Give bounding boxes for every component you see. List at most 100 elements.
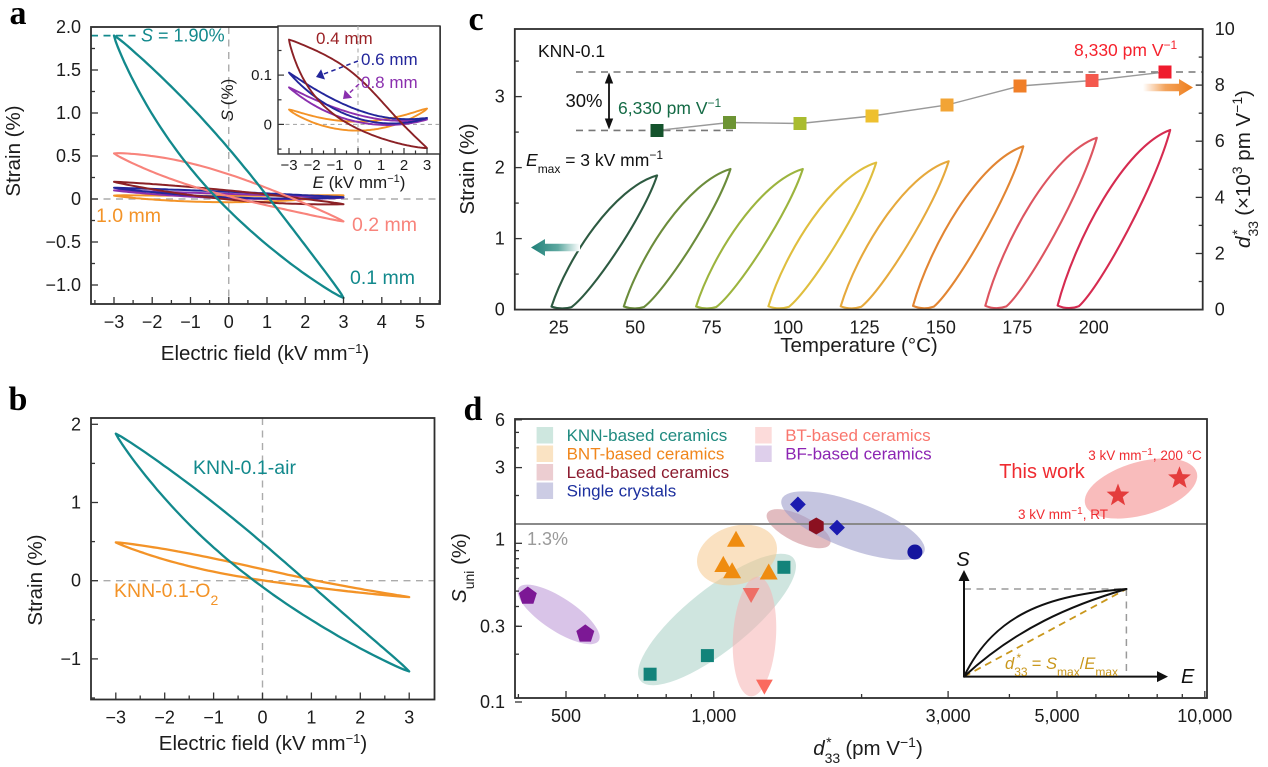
svg-text:Temperature (°C): Temperature (°C) xyxy=(780,334,937,357)
svg-text:2.0: 2.0 xyxy=(56,17,81,37)
svg-text:5,000: 5,000 xyxy=(1034,706,1079,726)
svg-text:KNN-based ceramics: KNN-based ceramics xyxy=(567,426,728,445)
svg-text:S: S xyxy=(956,549,970,571)
svg-text:200: 200 xyxy=(1079,318,1109,338)
svg-text:−2: −2 xyxy=(303,157,320,174)
svg-text:c: c xyxy=(468,1,483,38)
svg-text:100: 100 xyxy=(773,318,803,338)
svg-text:S = 1.90%: S = 1.90% xyxy=(141,26,225,46)
svg-text:4: 4 xyxy=(1215,187,1225,207)
svg-text:0.5: 0.5 xyxy=(56,146,81,166)
svg-text:KNN-0.1: KNN-0.1 xyxy=(538,41,605,61)
svg-text:0.3: 0.3 xyxy=(480,616,505,636)
svg-text:1: 1 xyxy=(262,312,272,332)
svg-text:BF-based ceramics: BF-based ceramics xyxy=(785,445,931,464)
svg-text:−2: −2 xyxy=(154,708,175,728)
svg-text:S (%): S (%) xyxy=(218,79,237,122)
svg-text:3: 3 xyxy=(423,157,431,174)
svg-text:6: 6 xyxy=(1215,131,1225,151)
svg-text:0: 0 xyxy=(495,300,505,320)
svg-text:3: 3 xyxy=(495,87,505,107)
svg-text:−1: −1 xyxy=(60,649,81,669)
svg-text:0: 0 xyxy=(224,312,234,332)
svg-text:50: 50 xyxy=(625,318,645,338)
svg-text:0: 0 xyxy=(71,571,81,591)
svg-text:75: 75 xyxy=(702,318,722,338)
svg-text:0.8 mm: 0.8 mm xyxy=(361,73,418,92)
svg-text:0.1: 0.1 xyxy=(480,692,505,712)
svg-text:3 kV mm−1, 200 °C: 3 kV mm−1, 200 °C xyxy=(1088,447,1202,464)
svg-text:8: 8 xyxy=(1215,75,1225,95)
svg-text:0: 0 xyxy=(264,116,272,133)
svg-text:3 kV mm−1, RT: 3 kV mm−1, RT xyxy=(1018,506,1108,523)
svg-text:30%: 30% xyxy=(565,90,602,111)
svg-text:2: 2 xyxy=(71,414,81,434)
svg-text:−3: −3 xyxy=(104,312,125,332)
svg-text:1: 1 xyxy=(306,708,316,728)
svg-text:b: b xyxy=(9,381,28,418)
svg-text:Single crystals: Single crystals xyxy=(567,482,677,501)
svg-text:−1.0: −1.0 xyxy=(45,275,81,295)
svg-text:−1: −1 xyxy=(326,157,343,174)
svg-text:1,000: 1,000 xyxy=(691,706,736,726)
svg-text:1: 1 xyxy=(71,493,81,513)
svg-text:0.1: 0.1 xyxy=(251,67,272,84)
svg-text:0: 0 xyxy=(1215,300,1225,320)
svg-text:125: 125 xyxy=(849,318,879,338)
svg-text:1.3%: 1.3% xyxy=(527,529,568,549)
svg-text:3: 3 xyxy=(495,458,505,478)
svg-text:BT-based ceramics: BT-based ceramics xyxy=(785,426,931,445)
svg-text:0.2 mm: 0.2 mm xyxy=(352,214,417,236)
svg-text:10: 10 xyxy=(1215,19,1235,39)
svg-text:3: 3 xyxy=(338,312,348,332)
svg-text:0.4 mm: 0.4 mm xyxy=(316,29,373,48)
svg-text:−3: −3 xyxy=(106,708,127,728)
svg-text:0.1 mm: 0.1 mm xyxy=(350,267,415,289)
svg-text:3,000: 3,000 xyxy=(926,706,971,726)
svg-text:175: 175 xyxy=(1002,318,1032,338)
svg-text:10,000: 10,000 xyxy=(1177,706,1232,726)
svg-text:3: 3 xyxy=(404,708,414,728)
svg-text:d: d xyxy=(464,391,483,428)
svg-text:E (kV mm−1): E (kV mm−1) xyxy=(313,173,406,192)
svg-text:Strain (%): Strain (%) xyxy=(24,534,47,625)
svg-text:6: 6 xyxy=(495,410,505,430)
svg-text:−1: −1 xyxy=(180,312,201,332)
svg-text:Electric field (kV mm−1): Electric field (kV mm−1) xyxy=(159,731,367,756)
svg-text:2: 2 xyxy=(300,312,310,332)
svg-text:Strain (%): Strain (%) xyxy=(2,105,25,196)
svg-text:0: 0 xyxy=(354,157,362,174)
svg-text:1: 1 xyxy=(495,529,505,549)
svg-text:−3: −3 xyxy=(280,157,297,174)
svg-text:0: 0 xyxy=(257,708,267,728)
svg-text:150: 150 xyxy=(926,318,956,338)
svg-text:Strain (%): Strain (%) xyxy=(456,123,479,214)
svg-text:4: 4 xyxy=(377,312,387,332)
svg-text:5: 5 xyxy=(415,312,425,332)
svg-text:1: 1 xyxy=(495,229,505,249)
svg-text:Lead-based ceramics: Lead-based ceramics xyxy=(567,463,730,482)
svg-text:1.0 mm: 1.0 mm xyxy=(96,205,161,227)
svg-text:0.6 mm: 0.6 mm xyxy=(361,50,418,69)
svg-text:2: 2 xyxy=(400,157,408,174)
svg-text:−2: −2 xyxy=(142,312,163,332)
svg-text:−0.5: −0.5 xyxy=(45,232,81,252)
svg-text:2: 2 xyxy=(355,708,365,728)
svg-text:1: 1 xyxy=(377,157,385,174)
svg-text:8,330 pm V−1: 8,330 pm V−1 xyxy=(1074,38,1178,60)
svg-text:Electric field (kV mm−1): Electric field (kV mm−1) xyxy=(161,341,369,366)
svg-text:E: E xyxy=(1181,666,1195,688)
svg-text:2: 2 xyxy=(1215,244,1225,264)
svg-text:This work: This work xyxy=(999,461,1086,483)
svg-text:KNN-0.1-air: KNN-0.1-air xyxy=(193,457,296,479)
svg-text:1.5: 1.5 xyxy=(56,60,81,80)
svg-text:BNT-based ceramics: BNT-based ceramics xyxy=(567,445,725,464)
svg-text:−1: −1 xyxy=(203,708,224,728)
svg-text:25: 25 xyxy=(549,318,569,338)
svg-text:1.0: 1.0 xyxy=(56,103,81,123)
svg-text:0: 0 xyxy=(71,189,81,209)
svg-text:500: 500 xyxy=(551,706,581,726)
svg-text:d33* (pm V−1): d33* (pm V−1) xyxy=(813,734,923,766)
svg-text:a: a xyxy=(10,0,27,32)
svg-text:2: 2 xyxy=(495,158,505,178)
